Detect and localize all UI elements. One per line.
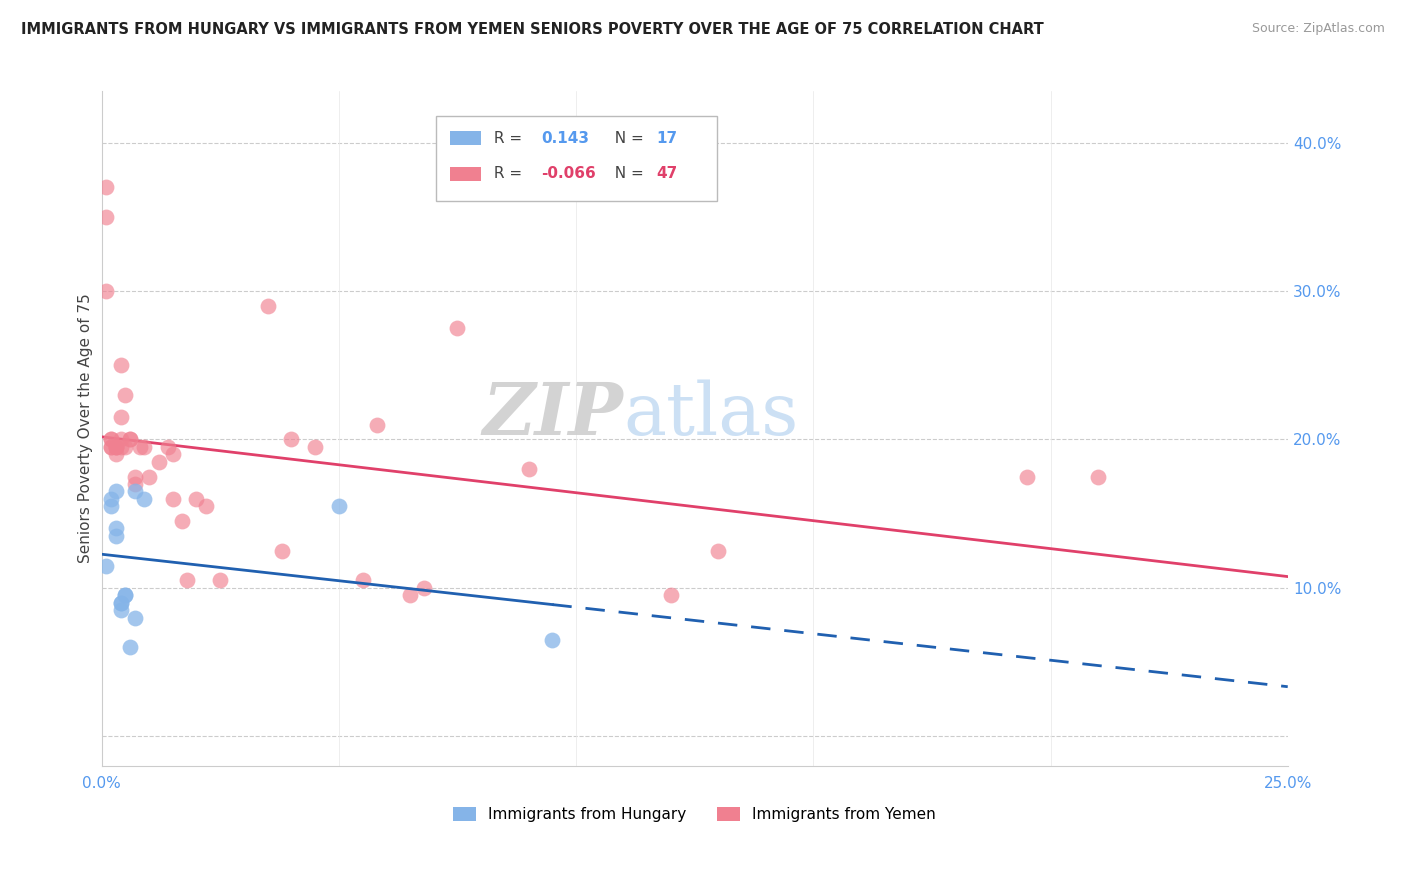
Point: [124, 477, 146, 491]
Text: atlas: atlas: [623, 380, 799, 450]
Point: [707, 543, 730, 558]
Point: [104, 440, 127, 454]
Point: [446, 321, 468, 335]
Point: [162, 447, 184, 461]
Point: [120, 433, 142, 447]
Point: [120, 433, 142, 447]
Point: [104, 440, 127, 454]
Point: [114, 588, 136, 602]
Point: [110, 596, 132, 610]
Point: [399, 588, 422, 602]
Point: [96, 284, 118, 298]
Point: [209, 574, 232, 588]
Point: [413, 581, 436, 595]
Point: [148, 455, 170, 469]
Point: [110, 359, 132, 373]
Point: [120, 640, 142, 655]
Point: [162, 491, 184, 506]
Point: [280, 433, 302, 447]
Point: [270, 543, 292, 558]
Point: [110, 433, 132, 447]
Point: [352, 574, 374, 588]
Text: 17: 17: [657, 131, 678, 145]
Point: [110, 440, 132, 454]
Text: R =: R =: [489, 167, 527, 181]
Point: [100, 433, 122, 447]
Point: [541, 632, 564, 647]
Point: [114, 388, 136, 402]
Point: [100, 440, 122, 454]
Point: [328, 500, 350, 514]
Point: [114, 588, 136, 602]
Point: [110, 410, 132, 425]
Point: [96, 558, 118, 573]
Point: [195, 500, 218, 514]
Text: IMMIGRANTS FROM HUNGARY VS IMMIGRANTS FROM YEMEN SENIORS POVERTY OVER THE AGE OF: IMMIGRANTS FROM HUNGARY VS IMMIGRANTS FR…: [21, 22, 1043, 37]
Point: [1015, 469, 1038, 483]
Y-axis label: Seniors Poverty Over the Age of 75: Seniors Poverty Over the Age of 75: [79, 293, 93, 563]
Point: [176, 574, 198, 588]
Text: R =: R =: [489, 131, 527, 145]
Point: [157, 440, 180, 454]
Point: [517, 462, 540, 476]
Point: [304, 440, 326, 454]
Point: [1087, 469, 1109, 483]
Point: [100, 440, 122, 454]
Text: N =: N =: [605, 167, 648, 181]
Point: [134, 491, 156, 506]
Point: [256, 299, 278, 313]
Text: Source: ZipAtlas.com: Source: ZipAtlas.com: [1251, 22, 1385, 36]
Point: [138, 469, 160, 483]
Point: [114, 440, 136, 454]
Point: [104, 440, 127, 454]
Text: N =: N =: [605, 131, 648, 145]
Point: [110, 603, 132, 617]
Point: [104, 521, 127, 535]
Point: [104, 484, 127, 499]
Legend: Immigrants from Hungary, Immigrants from Yemen: Immigrants from Hungary, Immigrants from…: [453, 807, 936, 822]
Text: 47: 47: [657, 167, 678, 181]
Point: [104, 529, 127, 543]
Text: ZIP: ZIP: [482, 379, 623, 450]
Point: [100, 433, 122, 447]
Point: [96, 180, 118, 194]
Point: [128, 440, 150, 454]
Point: [96, 210, 118, 224]
Point: [100, 491, 122, 506]
Point: [124, 469, 146, 483]
Point: [134, 440, 156, 454]
Point: [366, 417, 388, 432]
Point: [124, 610, 146, 624]
Text: -0.066: -0.066: [541, 167, 596, 181]
Point: [110, 596, 132, 610]
Point: [100, 500, 122, 514]
Point: [104, 447, 127, 461]
Point: [659, 588, 682, 602]
Point: [124, 484, 146, 499]
Text: 0.143: 0.143: [541, 131, 589, 145]
Point: [186, 491, 208, 506]
Point: [172, 514, 194, 528]
